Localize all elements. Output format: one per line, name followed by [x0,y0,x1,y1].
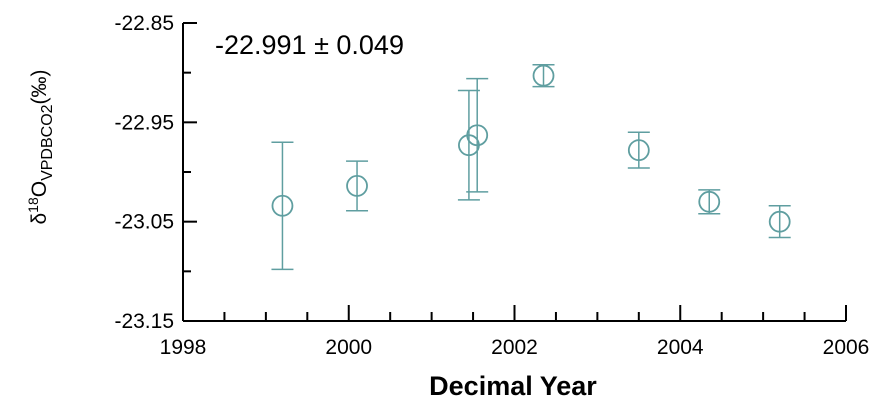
stats-annotation: -22.991 ± 0.049 [215,30,404,60]
data-point [346,160,369,212]
point-marker [698,190,721,213]
y-tick-label: -22.85 [114,12,174,35]
data-point [698,189,721,215]
y-axis-label: δ18OVPDBCO2(‰) [25,69,56,224]
point-marker [768,210,791,233]
y-tick-label: -22.95 [114,111,174,134]
point-marker [532,64,555,87]
x-tick-label: 2000 [325,336,372,359]
point-marker [627,139,650,162]
y-axis-label-main: O [28,181,51,197]
y-axis-label-suffix: (‰) [28,69,51,104]
data-point [532,63,555,88]
x-tick-label: 1998 [160,336,207,359]
y-axis-label-sub: VPDBCO2 [39,104,56,181]
y-axis-label-sup: 18 [25,197,41,213]
y-tick-label: -23.05 [114,211,174,234]
x-tick-label: 2004 [657,336,704,359]
data-marks [271,63,791,271]
data-point [466,77,489,193]
data-point [768,205,791,239]
point-marker [466,124,489,147]
point-marker [271,194,294,217]
y-tick-label: -23.15 [114,310,174,333]
point-marker [346,175,368,197]
data-point [627,131,650,169]
x-tick-label: 2002 [491,336,538,359]
x-tick-label: 2006 [823,336,870,359]
y-axis-label-prefix: δ [28,213,51,225]
axes: -22.85 -22.95 -23.05 -23.15 1998 2000 2002 2004… [114,12,869,359]
data-point [271,141,294,271]
x-axis-label: Decimal Year [429,371,597,401]
